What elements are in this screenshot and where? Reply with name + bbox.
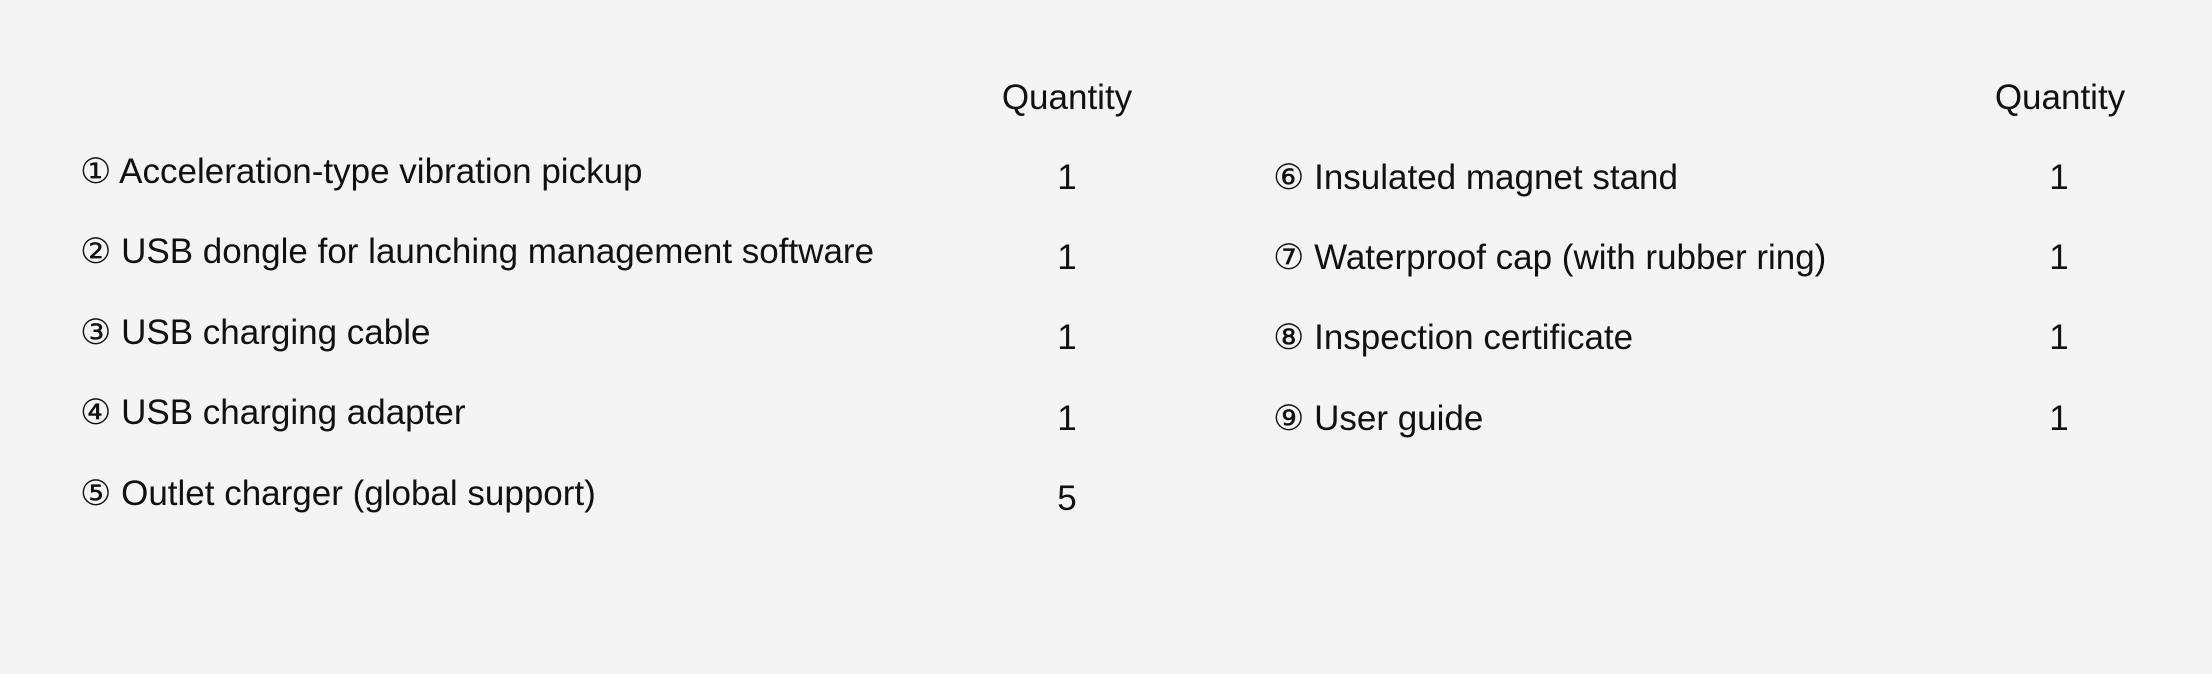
item-quantity: 1 xyxy=(1057,238,1077,277)
item-quantity: 1 xyxy=(2049,399,2069,438)
quantity-header: Quantity xyxy=(1994,78,2126,117)
item-label: ⑧ Inspection certificate xyxy=(1273,318,1634,357)
item-label: ⑦ Waterproof cap (with rubber ring) xyxy=(1273,238,1827,277)
item-label: ⑨ User guide xyxy=(1273,399,1484,438)
quantity-header: Quantity xyxy=(1001,78,1133,117)
item-quantity: 1 xyxy=(1057,399,1077,438)
item-quantity: 1 xyxy=(2049,158,2069,197)
item-quantity: 1 xyxy=(1057,158,1077,197)
item-label: ⑥ Insulated magnet stand xyxy=(1273,158,1678,197)
item-quantity: 1 xyxy=(1057,318,1077,357)
item-label: ⑤ Outlet charger (global support) xyxy=(80,474,596,513)
item-quantity: 5 xyxy=(1057,479,1077,518)
item-quantity: 1 xyxy=(2049,238,2069,277)
item-label: ② USB dongle for launching management so… xyxy=(80,232,875,271)
item-label: ④ USB charging adapter xyxy=(80,393,466,432)
item-label: ① Acceleration-type vibration pickup xyxy=(80,152,643,191)
item-quantity: 1 xyxy=(2049,318,2069,357)
item-label: ③ USB charging cable xyxy=(80,313,431,352)
